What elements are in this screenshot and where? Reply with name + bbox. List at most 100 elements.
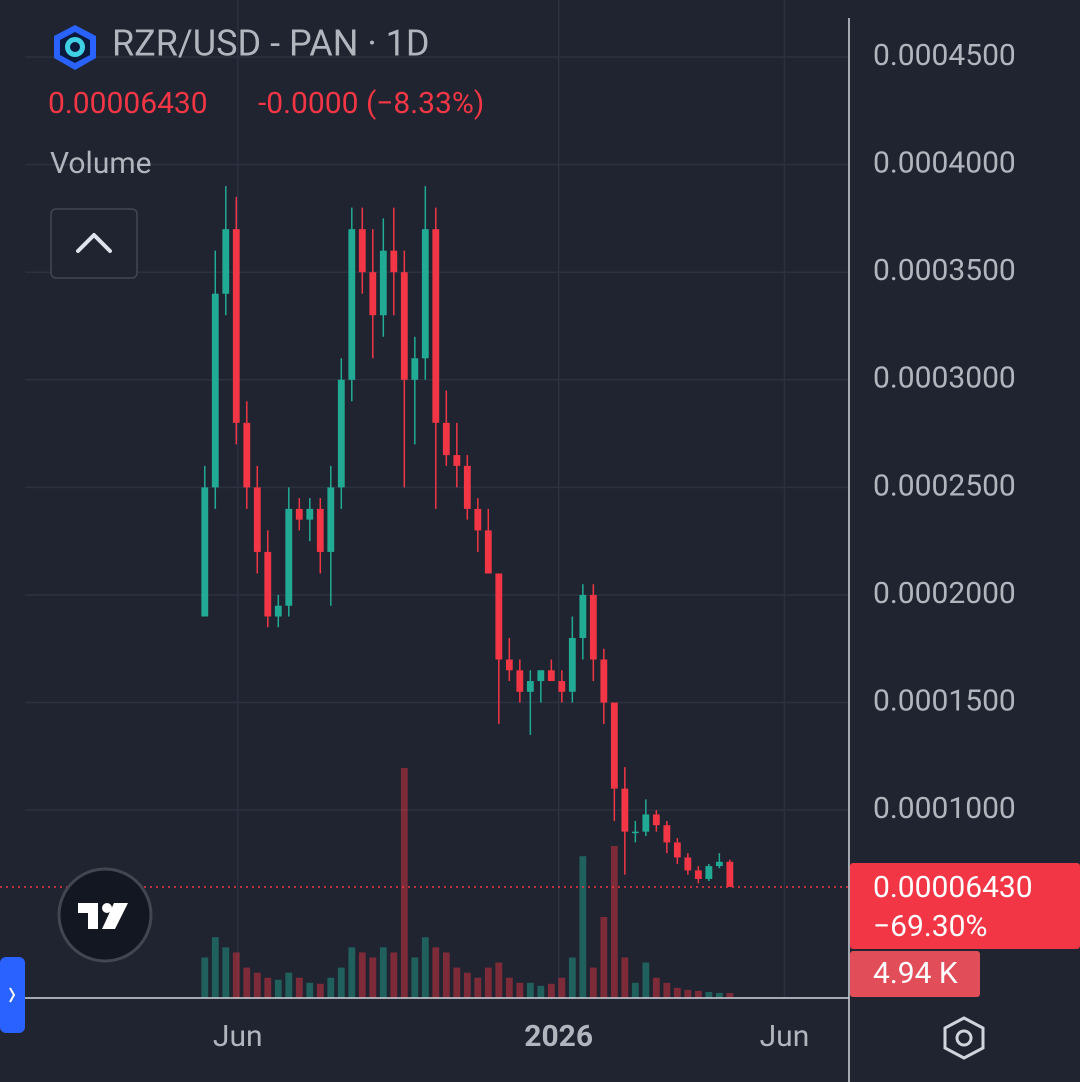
volume-bar	[201, 957, 209, 998]
volume-bar	[432, 947, 440, 998]
volume-bar	[411, 957, 419, 998]
x-tick-label: 2026	[524, 1019, 593, 1054]
volume-bar	[453, 967, 461, 998]
volume-pane	[201, 768, 734, 998]
symbol-title: RZR/USD - PAN · 1D	[112, 23, 430, 65]
candle-body	[705, 866, 713, 880]
last-price-label: 0.00006430	[873, 870, 1033, 905]
volume-bar	[547, 983, 555, 998]
volume-bar	[327, 977, 335, 998]
candle-body	[621, 788, 629, 832]
candle-body	[505, 659, 513, 671]
candle-body	[421, 229, 429, 359]
volume-bar	[631, 982, 639, 998]
collapse-button[interactable]	[50, 208, 138, 279]
candle-body	[673, 842, 681, 858]
candle-body	[253, 487, 261, 552]
volume-bar	[705, 991, 713, 998]
candle-body	[684, 857, 692, 871]
candle-body	[600, 659, 608, 703]
x-tick-label: Jun	[213, 1019, 263, 1054]
y-tick-label: 0.0003000	[873, 361, 1016, 396]
candle-body	[285, 508, 293, 606]
volume-last-label: 4.94 K	[873, 956, 958, 991]
candle-body	[484, 530, 492, 574]
side-tab[interactable]	[0, 957, 25, 1033]
volume-bar	[390, 952, 398, 998]
volume-bar	[663, 982, 671, 998]
volume-bar	[243, 967, 251, 998]
volume-title: Volume	[50, 146, 152, 181]
candle-body	[474, 508, 482, 531]
volume-bar	[484, 967, 492, 998]
volume-bar	[589, 967, 597, 998]
volume-last-box	[850, 950, 980, 997]
y-tick-label: 0.0004500	[873, 38, 1016, 73]
candle-body	[589, 594, 597, 660]
volume-bar	[222, 947, 230, 998]
candle-body	[232, 229, 240, 423]
volume-bar	[253, 972, 261, 998]
volume-bar	[337, 967, 345, 998]
volume-bar	[694, 990, 702, 998]
volume-bar	[652, 977, 660, 998]
volume-bar	[642, 962, 650, 998]
candle-body	[694, 870, 702, 880]
candle-body	[432, 229, 440, 423]
volume-bar	[610, 846, 618, 998]
x-tick-label: Jun	[760, 1019, 810, 1054]
volume-bar	[274, 979, 282, 998]
candle-body	[222, 229, 230, 294]
candle-body	[274, 605, 282, 617]
volume-bar	[558, 977, 566, 998]
volume-bar	[232, 952, 240, 998]
candles	[201, 186, 734, 887]
volume-bar	[264, 977, 272, 998]
candle-body	[264, 551, 272, 617]
candle-body	[537, 670, 545, 682]
volume-bar	[442, 952, 450, 998]
candle-body	[379, 250, 387, 316]
axes: 0.0001000 0.0001500 0.0002000 0.0002500 0.00…	[0, 38, 1080, 1054]
volume-bar	[369, 957, 377, 998]
volume-bar	[379, 947, 387, 998]
volume-bar	[673, 987, 681, 998]
candle-body	[400, 272, 408, 380]
volume-bar	[537, 985, 545, 998]
volume-bar	[463, 972, 471, 998]
candle-body	[453, 455, 461, 466]
y-tick-label: 0.0001500	[873, 683, 1016, 718]
y-tick-label: 0.0002500	[873, 468, 1016, 503]
y-tick-label: 0.0003500	[873, 253, 1016, 288]
candle-body	[390, 250, 398, 273]
last-price-box	[850, 862, 1080, 949]
candle-body	[463, 465, 471, 509]
candle-body	[306, 508, 314, 520]
candle-body	[348, 229, 356, 380]
candle-body	[442, 422, 450, 456]
volume-bar	[316, 983, 324, 998]
volume-bar	[495, 962, 503, 998]
candle-body	[642, 814, 650, 832]
volume-bar	[505, 977, 513, 998]
candle-body	[610, 702, 618, 789]
candle-body	[201, 487, 209, 617]
volume-bar	[621, 957, 629, 998]
volume-bar	[348, 947, 356, 998]
tradingview-logo[interactable]	[57, 867, 153, 963]
symbol-logo	[54, 25, 96, 70]
candle-body	[558, 681, 566, 692]
candle-body	[327, 487, 335, 552]
candle-body	[715, 861, 723, 867]
candle-body	[369, 272, 377, 316]
last-change-label: −69.30%	[873, 909, 987, 944]
candle-body	[631, 831, 639, 834]
change-label: -0.0000 (−8.33%)	[258, 86, 484, 121]
volume-bar	[474, 977, 482, 998]
volume-bar	[526, 982, 534, 998]
candle-body	[663, 825, 671, 843]
volume-bar	[306, 982, 314, 998]
settings-button[interactable]	[943, 1016, 985, 1060]
